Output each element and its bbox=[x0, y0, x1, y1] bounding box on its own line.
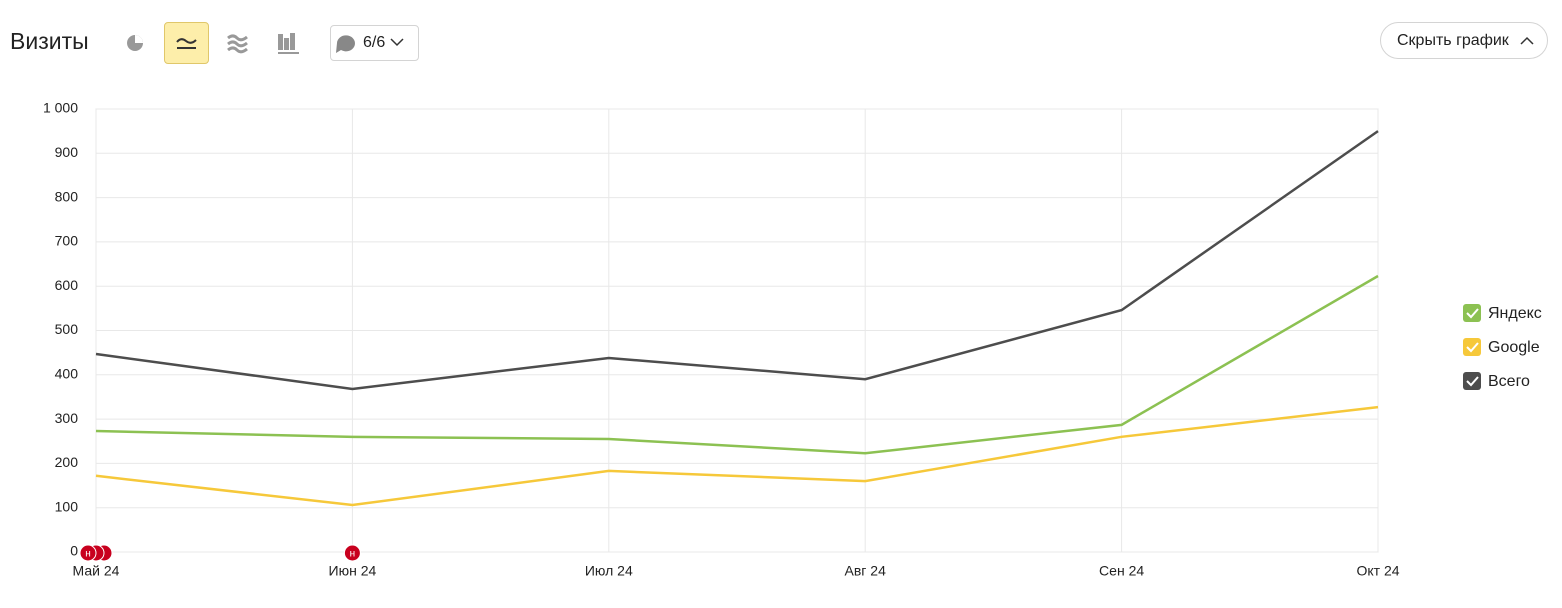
annotation-label: н bbox=[350, 549, 356, 560]
series-line bbox=[95, 274, 1379, 455]
series-line bbox=[95, 405, 1379, 507]
legend-item[interactable]: Всего bbox=[1463, 372, 1530, 390]
y-tick-label: 400 bbox=[55, 366, 79, 382]
legend-check bbox=[1466, 376, 1479, 387]
x-tick-label: Май 24 bbox=[73, 563, 120, 579]
legend-label: Яндекс bbox=[1488, 305, 1542, 322]
comments-button[interactable]: 6/6 bbox=[330, 25, 419, 61]
more-view-icons bbox=[227, 33, 299, 54]
chevron bbox=[1520, 36, 1534, 45]
x-tick-label: Июн 24 bbox=[329, 563, 377, 579]
line-icon bbox=[176, 38, 197, 49]
hide-chart-button[interactable]: Скрыть график bbox=[1380, 22, 1548, 59]
legend-checkbox bbox=[1463, 338, 1481, 356]
y-tick-label: 600 bbox=[55, 277, 79, 293]
hide-chart-label: Скрыть график bbox=[1397, 32, 1509, 49]
view-icons bbox=[127, 35, 143, 51]
comments-icon bbox=[336, 35, 404, 53]
line-view[interactable] bbox=[164, 22, 209, 64]
x-tick-label: Сен 24 bbox=[1099, 563, 1144, 579]
legend-check bbox=[1466, 308, 1479, 319]
legend-label: Google bbox=[1488, 339, 1540, 356]
bar-view[interactable] bbox=[278, 33, 299, 54]
y-tick-label: 700 bbox=[55, 233, 79, 249]
legend-item[interactable]: Яндекс bbox=[1463, 304, 1542, 322]
series-line bbox=[95, 130, 1379, 391]
annotation-pin[interactable] bbox=[343, 544, 361, 562]
y-tick-label: 1 000 bbox=[43, 100, 78, 116]
comments-count: 6/6 bbox=[363, 34, 386, 51]
x-tick-label: Окт 24 bbox=[1356, 563, 1399, 579]
y-tick-label: 100 bbox=[55, 498, 79, 514]
area-view[interactable] bbox=[227, 34, 248, 54]
legend-checkbox bbox=[1463, 304, 1481, 322]
annotation-label: н bbox=[85, 549, 91, 560]
x-tick-label: Авг 24 bbox=[845, 563, 887, 579]
legend-checkbox bbox=[1463, 372, 1481, 390]
y-tick-label: 500 bbox=[55, 321, 79, 337]
x-tick-label: Июл 24 bbox=[585, 563, 633, 579]
annotation-pin[interactable] bbox=[79, 544, 97, 562]
pie-view[interactable] bbox=[127, 35, 143, 51]
legend-label: Всего bbox=[1488, 373, 1530, 390]
y-tick-label: 900 bbox=[55, 144, 79, 160]
title: Визиты bbox=[10, 28, 89, 54]
y-tick-label: 800 bbox=[55, 188, 79, 204]
y-tick-label: 300 bbox=[55, 410, 79, 426]
y-tick-label: 0 bbox=[70, 543, 78, 559]
y-tick-label: 200 bbox=[55, 454, 79, 470]
legend-item[interactable]: Google bbox=[1463, 338, 1540, 356]
legend-check bbox=[1466, 342, 1479, 353]
